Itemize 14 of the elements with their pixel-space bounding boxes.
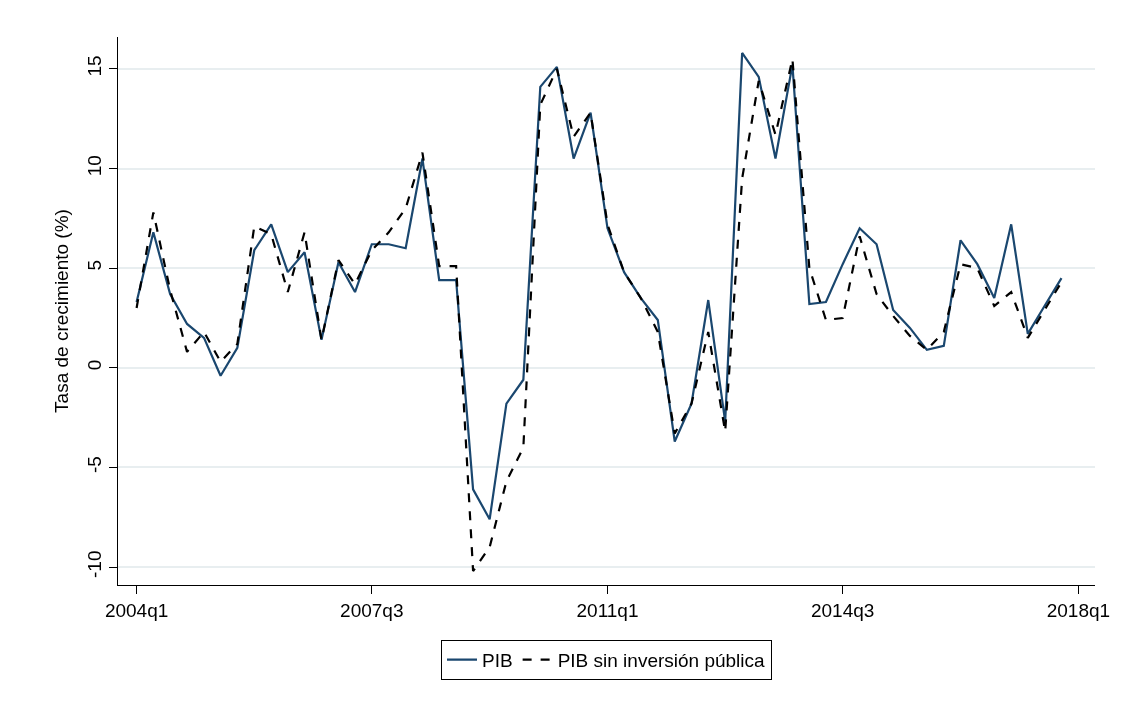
y-axis-title: Tasa de crecimiento (%) [51, 209, 73, 413]
x-tick-label: 2004q1 [104, 599, 169, 621]
legend-label: PIB [482, 650, 513, 672]
y-tick-label: 10 [84, 155, 106, 177]
y-tick-label: 5 [84, 260, 106, 271]
y-tick-label: -10 [84, 550, 106, 578]
y-tick-label: 15 [84, 55, 106, 77]
x-tick-label: 2011q1 [576, 599, 639, 621]
x-tick-label: 2007q3 [340, 599, 404, 621]
legend-label: PIB sin inversión pública [557, 650, 766, 672]
x-tick-label: 2018q1 [1046, 599, 1111, 621]
x-tick-label: 2014q3 [810, 599, 875, 621]
y-tick-label: 0 [84, 359, 106, 371]
y-tick-label: -5 [84, 456, 106, 474]
